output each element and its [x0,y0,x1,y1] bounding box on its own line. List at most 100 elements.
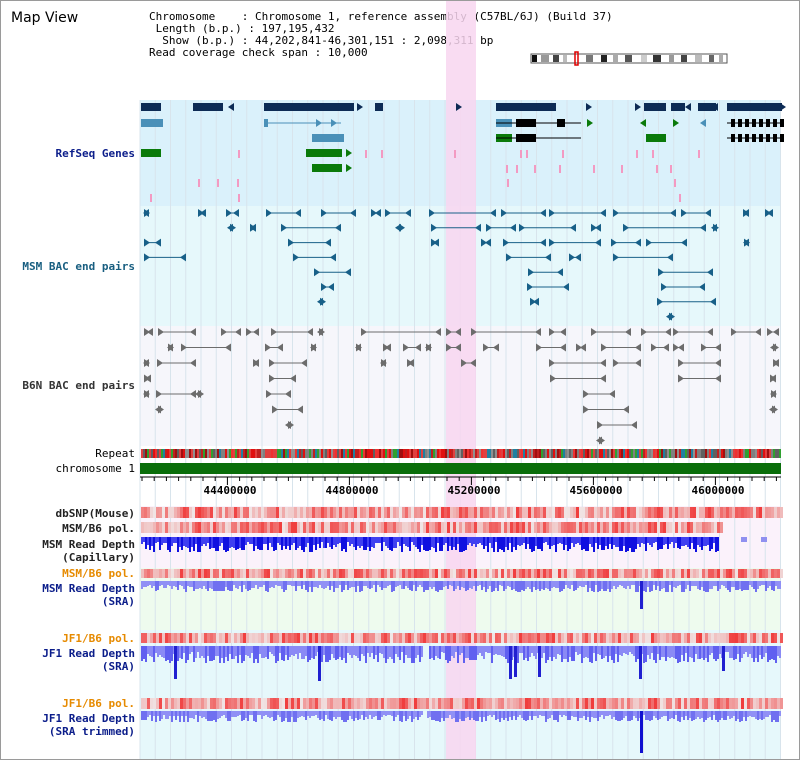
highlight-region[interactable] [446,1,476,759]
depth-bar [607,711,609,716]
heat-cell [687,698,690,709]
depth-bar [197,581,199,589]
heat-cell [189,522,192,533]
label-msm-depth-capillary[interactable]: MSM Read Depth (Capillary) [42,538,135,564]
depth-bar [527,711,529,720]
b6n-bac-track[interactable] [143,328,779,445]
heat-cell [165,633,168,643]
depth-bar [393,581,395,591]
heat-cell [327,507,330,518]
heat-cell [567,569,570,578]
label-jf1-depth-trimmed[interactable]: JF1 Read Depth (SRA trimmed) [42,712,135,738]
depth-bar [621,581,623,586]
label-dbsnp[interactable]: dbSNP(Mouse) [55,507,135,520]
depth-bar [161,537,163,545]
heat-cell [666,633,669,643]
depth-bar [545,581,547,588]
repeat-element [719,449,721,458]
heat-cell [420,633,423,643]
depth-bar [337,646,339,659]
label-jf1-depth-sra[interactable]: JF1 Read Depth (SRA) [42,647,135,673]
heat-cell [384,698,387,709]
heat-cell [567,507,570,518]
heat-cell [348,698,351,709]
label-repeat[interactable]: Repeat [95,447,135,460]
heat-cell [339,698,342,709]
depth-bar [199,711,201,716]
depth-bar [703,537,705,546]
label-msm-depth-sra[interactable]: MSM Read Depth (SRA) [42,582,135,608]
depth-bar [237,711,239,716]
label-jf1-b6-pol-1[interactable]: JF1/B6 pol. [62,632,135,645]
heat-cell [375,569,378,578]
depth-bar [679,581,681,585]
heat-cell [291,507,294,518]
heat-cell [162,507,165,518]
msm-bac-track[interactable] [143,209,773,321]
heat-cell [450,569,453,578]
depth-bar [165,646,167,661]
gene-strand-arrow [456,103,462,111]
heat-cell [300,633,303,643]
heat-cell [603,633,606,643]
depth-bar [659,537,661,549]
label-msm-bac[interactable]: MSM BAC end pairs [22,260,135,273]
depth-bar [699,581,701,590]
heat-cell [486,569,489,578]
heat-cell [231,698,234,709]
label-msm-b6-pol-1[interactable]: MSM/B6 pol. [62,522,135,535]
depth-bar [765,711,767,717]
depth-bar [629,711,631,721]
depth-bar [259,581,261,587]
heat-cell [675,522,678,533]
depth-bar [241,537,243,550]
depth-bar [469,537,471,543]
gene-marker [365,150,367,158]
chromosome-ideogram[interactable] [530,51,728,66]
heat-cell [333,522,336,533]
depth-bar [493,711,495,715]
heat-cell [708,633,711,643]
heat-cell [399,507,402,518]
ideogram-band [601,55,607,62]
heat-cell [252,569,255,578]
depth-bar [591,581,593,591]
label-b6n-bac[interactable]: B6N BAC end pairs [22,379,135,392]
depth-bar [523,711,525,720]
repeat-element [285,449,287,458]
heat-cell [309,522,312,533]
depth-bar [503,646,505,657]
depth-bar [687,581,689,585]
refseq-genes-track[interactable] [141,103,786,202]
depth-bar [751,581,753,587]
heat-cell [342,569,345,578]
repeat-element [429,449,431,458]
depth-bar [341,537,343,551]
heat-cell [531,507,534,518]
depth-bar [353,646,355,655]
bac-end [265,343,271,352]
depth-bar [675,581,677,588]
repeat-element [591,449,593,458]
label-refseq-genes[interactable]: RefSeq Genes [55,147,135,160]
heat-cell [762,569,765,578]
depth-bar [313,581,315,587]
heat-cell [585,698,588,709]
heat-cell [324,522,327,533]
heat-cell [264,633,267,643]
heat-cell [543,507,546,518]
label-msm-b6-pol-2[interactable]: MSM/B6 pol. [62,567,135,580]
heat-cell [708,698,711,709]
heat-cell [327,522,330,533]
heat-cell [774,569,777,578]
depth-bar [557,711,559,722]
label-jf1-b6-pol-2[interactable]: JF1/B6 pol. [62,697,135,710]
heat-cell [147,569,150,578]
heat-cell [480,633,483,643]
heat-cell [567,633,570,643]
depth-bar [427,711,429,718]
heat-cell [237,507,240,518]
bac-end [699,283,705,291]
heat-cell [564,698,567,709]
